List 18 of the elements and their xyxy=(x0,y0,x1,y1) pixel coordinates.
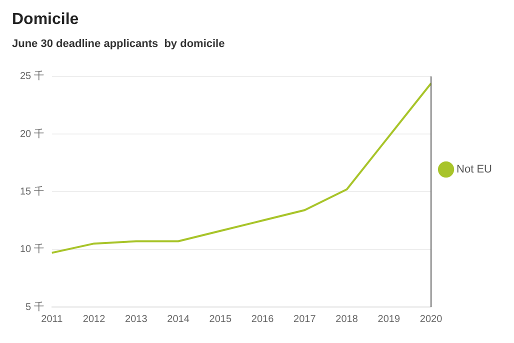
x-tick-label: 2013 xyxy=(125,314,148,325)
x-tick-label: 2018 xyxy=(336,314,358,325)
x-tick-label: 2019 xyxy=(378,314,400,325)
legend-label: Not EU xyxy=(456,164,492,176)
y-tick-label: 20 千 xyxy=(20,128,44,140)
y-tick-label: 15 千 xyxy=(20,185,44,198)
chart-subtitle: June 30 deadline applicants by domicile xyxy=(12,38,225,50)
x-tick-label: 2017 xyxy=(294,314,316,325)
x-tick-label: 2011 xyxy=(41,314,64,325)
x-tick-label: 2012 xyxy=(82,314,106,325)
x-tick-label: 2015 xyxy=(209,314,232,325)
y-tick-label: 5 千 xyxy=(26,300,44,313)
x-tick-label: 2020 xyxy=(420,314,443,325)
x-tick-label: 2014 xyxy=(167,314,190,325)
chart-title: Domicile xyxy=(12,11,79,28)
y-tick-label: 25 千 xyxy=(20,70,44,82)
y-tick-label: 10 千 xyxy=(20,243,44,256)
x-tick-label: 2016 xyxy=(251,314,274,325)
